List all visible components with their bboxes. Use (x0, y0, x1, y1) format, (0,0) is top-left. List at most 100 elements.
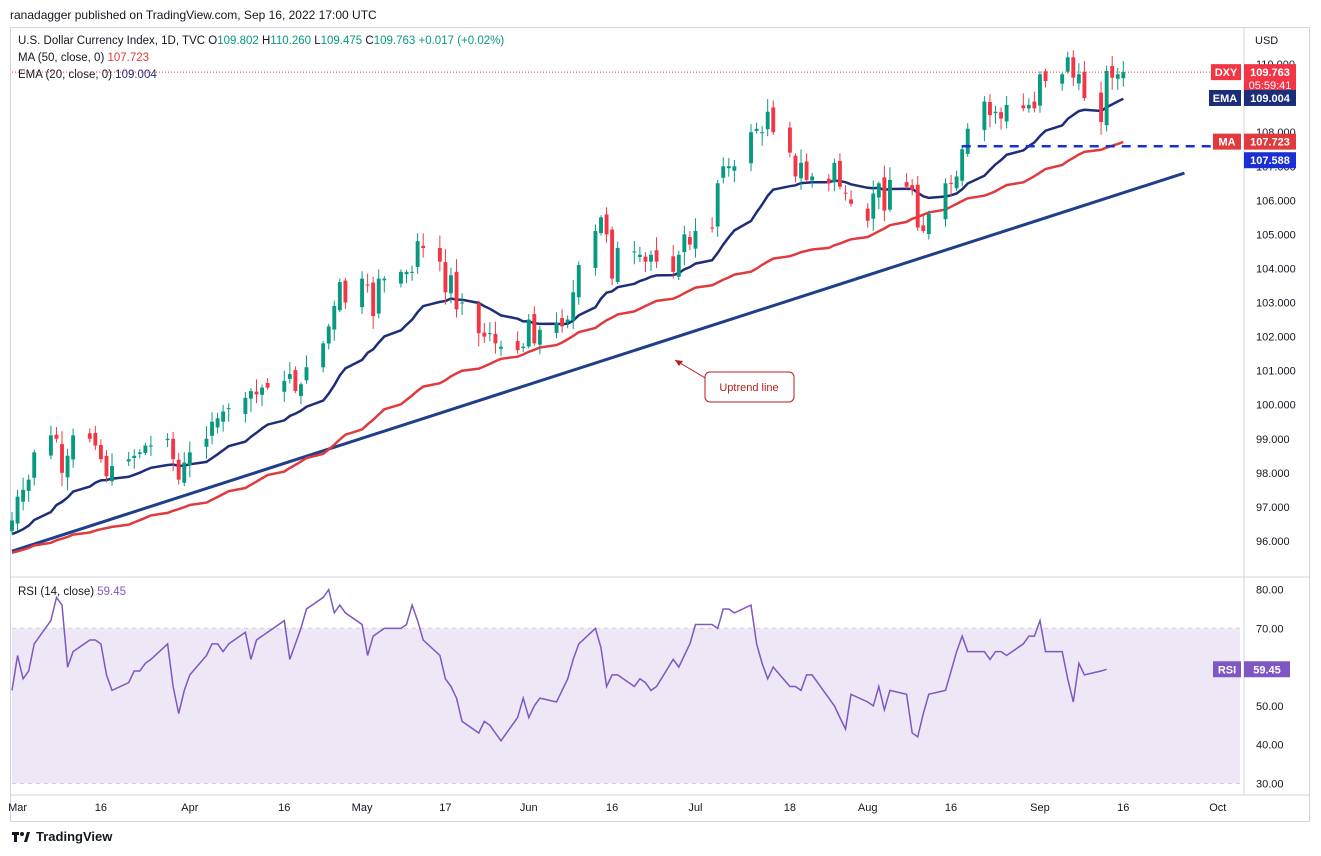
candle-body (1060, 74, 1065, 84)
candle-body (954, 176, 959, 189)
candle-body (293, 370, 298, 392)
candle-body (1021, 105, 1026, 109)
time-tick-label: Mar (8, 802, 27, 814)
price-tick-label: 105.000 (1256, 229, 1296, 241)
candle-body (732, 166, 737, 171)
last-price-text: 109.763 (1250, 67, 1290, 79)
dxy-symbol-text: DXY (1215, 67, 1238, 79)
close-value: 109.763 (373, 35, 416, 47)
candle-body (710, 227, 715, 229)
candle-body (693, 230, 698, 249)
candle-body (1115, 74, 1120, 79)
candle-body (1038, 74, 1042, 106)
candle-body (715, 183, 720, 227)
candle-body (332, 305, 337, 330)
price-tick-label: 102.000 (1256, 332, 1296, 344)
candle-body (460, 302, 465, 304)
candle-body (687, 237, 692, 245)
ma-value-text: 107.723 (1250, 137, 1290, 149)
candle-body (537, 329, 542, 345)
candle-body (482, 332, 487, 337)
candle-body (376, 278, 381, 314)
candle-body (365, 284, 370, 286)
candle-body (399, 271, 403, 284)
candle-body (560, 318, 565, 327)
candle-body (787, 127, 792, 153)
rsi-value-text: 59.45 (1253, 664, 1281, 676)
candle-body (210, 421, 214, 436)
candle-body (415, 241, 420, 268)
price-tick-label: 97.000 (1256, 502, 1290, 514)
candle-body (876, 183, 881, 198)
candle-body (865, 208, 870, 221)
dxy-symbol-box (1211, 64, 1241, 81)
candle-body (849, 199, 853, 204)
tradingview-brand-text: TradingView (36, 829, 113, 844)
annotation-box (704, 371, 795, 403)
ma-legend[interactable]: MA (50, close, 0) 107.723 (18, 52, 149, 64)
candle-body (632, 251, 637, 253)
candle-body (26, 479, 31, 491)
candle-body (760, 132, 765, 134)
candle-body (1032, 101, 1037, 109)
open-value: 109.802 (217, 35, 259, 47)
candle-body (988, 102, 992, 116)
candle-body (404, 271, 409, 275)
low-label: L (314, 35, 321, 47)
candle-body (1121, 72, 1126, 79)
rsi-legend-label: RSI (14, close) (18, 586, 95, 598)
support-value-text: 107.588 (1250, 155, 1290, 167)
candle-body (171, 438, 176, 460)
candle-body (71, 435, 76, 460)
candle-body (10, 520, 14, 531)
candle-body (1082, 71, 1087, 99)
candle-body (215, 418, 220, 428)
candle-body (21, 489, 26, 502)
candle-body (882, 177, 887, 211)
candle-body (765, 111, 770, 130)
price-tick-label: 106.000 (1256, 195, 1296, 207)
candle-body (837, 160, 842, 187)
price-tick-label: 98.000 (1256, 468, 1290, 480)
candle-body (771, 107, 776, 133)
candle-body (248, 391, 253, 399)
candle-body (176, 459, 181, 480)
time-tick-label: 16 (945, 802, 957, 814)
price-tick-label: 99.000 (1256, 434, 1290, 446)
candle-body (804, 161, 809, 180)
candle-body (32, 452, 37, 478)
tradingview-brand[interactable]: TradingView (12, 829, 112, 844)
candle-body (476, 303, 481, 334)
time-tick-label: May (352, 802, 373, 814)
candle-body (343, 280, 348, 303)
candle-body (326, 326, 331, 344)
candle-body (993, 111, 998, 114)
price-tick-label: 103.000 (1256, 298, 1296, 310)
candle-body (132, 455, 137, 458)
rsi-line (11, 587, 1107, 743)
candle-body (682, 234, 687, 253)
rsi-tick-label: 40.00 (1256, 740, 1284, 752)
candle-body (982, 101, 987, 130)
candle-body (1076, 74, 1081, 84)
candle-body (615, 248, 620, 282)
candle-body (93, 432, 98, 446)
symbol-legend[interactable]: U.S. Dollar Currency Index, 1D, TVC O109… (18, 35, 504, 47)
candle-body (754, 128, 759, 131)
change-value: +0.017 (+0.02%) (418, 35, 505, 47)
ema-legend[interactable]: EMA (20, close, 0) 109.004 (18, 69, 157, 81)
candle-body (1043, 71, 1048, 82)
candle-body (487, 333, 492, 335)
rsi-legend-value: 59.45 (97, 586, 127, 598)
candle-body (126, 459, 131, 462)
candle-body (437, 248, 442, 262)
rsi-legend[interactable]: RSI (14, close) 59.45 (18, 586, 126, 598)
candle-body (1110, 66, 1115, 78)
candle-body (1026, 104, 1031, 109)
time-tick-label: Aug (858, 802, 878, 814)
candle-body (98, 445, 103, 460)
rsi-tag-box (1213, 661, 1241, 678)
candle-body (565, 319, 570, 323)
last-price-box (1244, 64, 1296, 95)
